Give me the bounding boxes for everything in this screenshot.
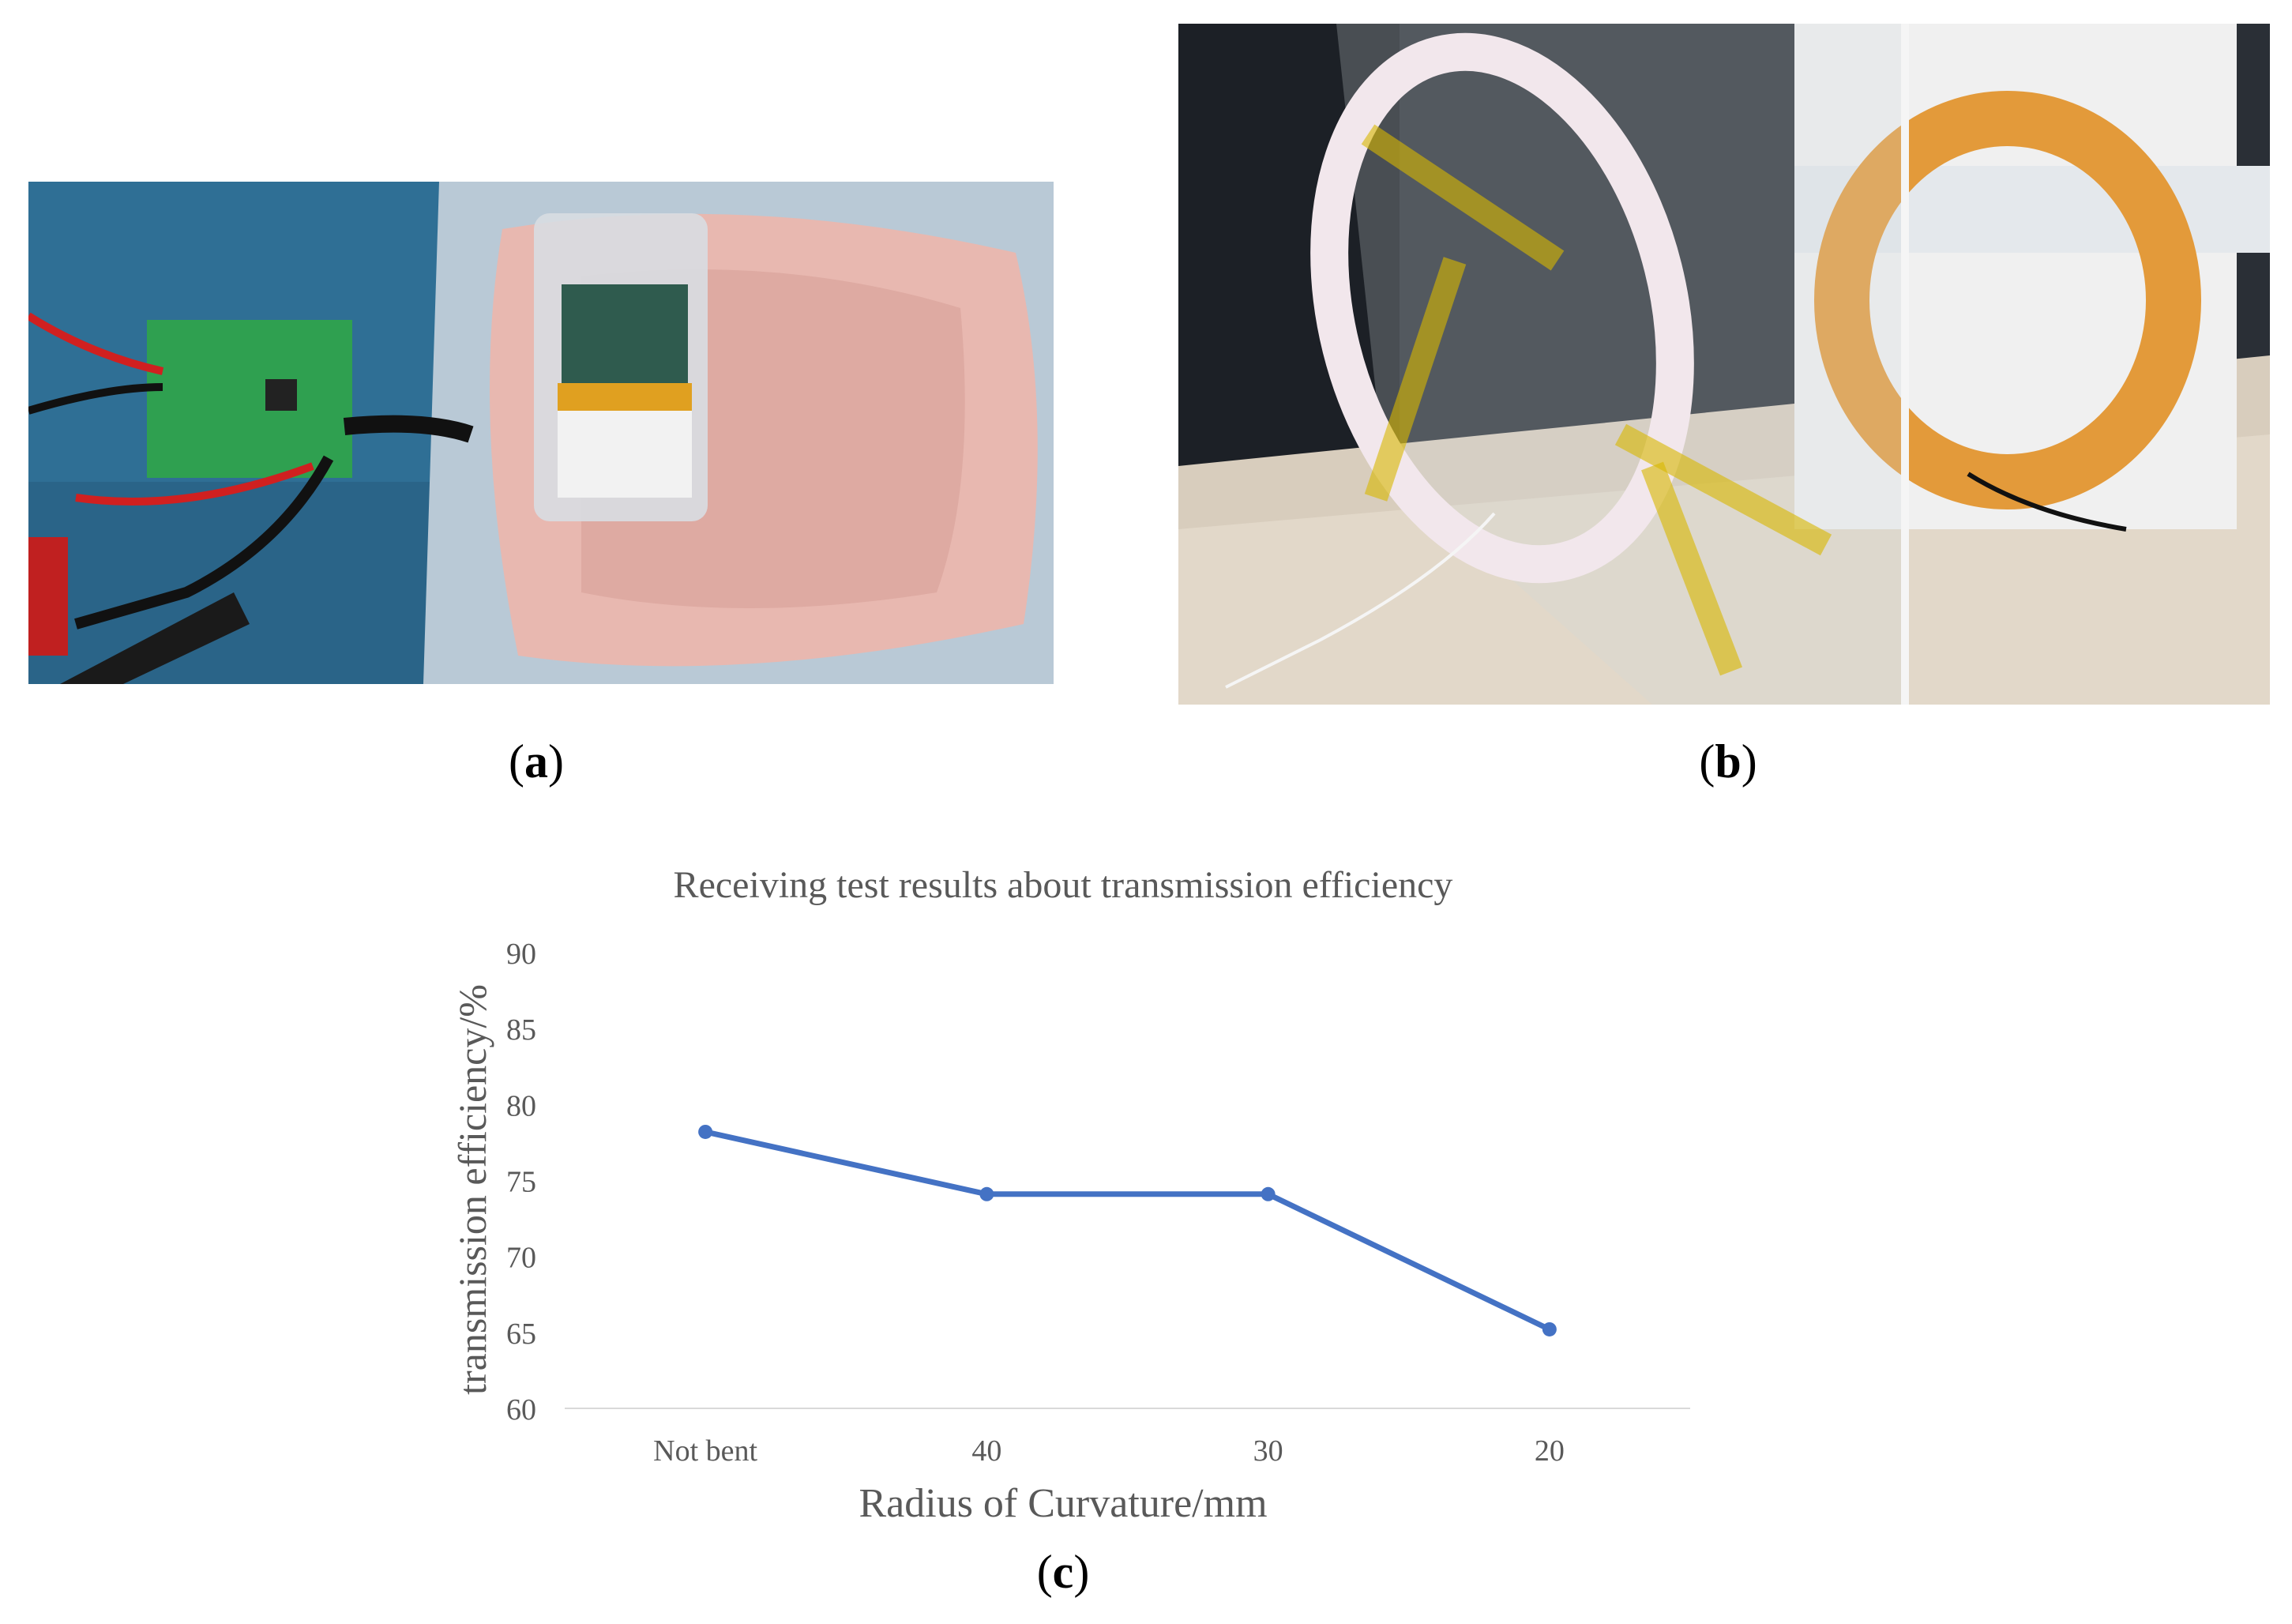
y-tick-label: 65 xyxy=(506,1318,536,1351)
y-tick-label: 80 xyxy=(506,1089,536,1122)
y-tick-label: 60 xyxy=(506,1393,536,1427)
y-tick-label: 75 xyxy=(506,1166,536,1199)
panel-label-b: (b) xyxy=(1699,735,1757,788)
x-axis-label: Radius of Curvature/mm xyxy=(859,1481,1267,1526)
x-tick-label: 40 xyxy=(971,1434,1001,1468)
photo-a-pcb-implant xyxy=(28,182,1054,684)
chart-title: Receiving test results about transmissio… xyxy=(674,864,1453,906)
data-point xyxy=(698,1124,713,1139)
panel-label-a: (a) xyxy=(509,735,564,788)
x-tick-label: 20 xyxy=(1535,1434,1565,1468)
data-point xyxy=(1542,1321,1557,1336)
y-tick-label: 85 xyxy=(506,1013,536,1047)
data-point xyxy=(1261,1186,1276,1201)
series-line xyxy=(702,1129,1553,1333)
y-tick-label: 90 xyxy=(506,938,536,971)
panel-label-c: (c) xyxy=(1036,1546,1090,1598)
data-point xyxy=(979,1186,994,1201)
y-tick-label: 70 xyxy=(506,1242,536,1275)
photo-b-coil-test-setup xyxy=(1178,24,2270,705)
x-tick-label: Not bent xyxy=(653,1434,757,1468)
y-axis-label: transmission efficiency/% xyxy=(450,984,494,1395)
x-tick-label: 30 xyxy=(1253,1434,1283,1468)
